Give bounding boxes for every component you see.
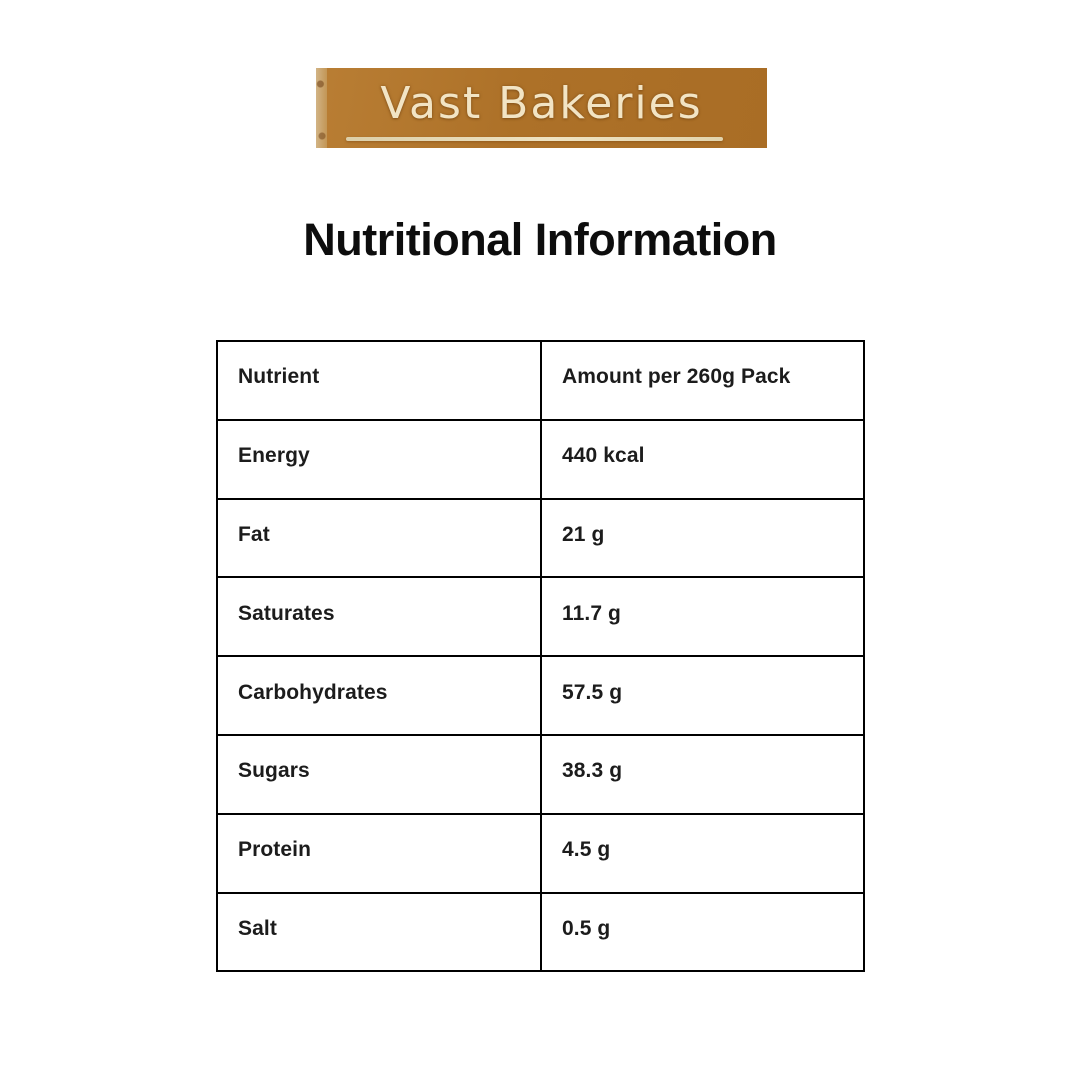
brand-logo: Vast Bakeries bbox=[316, 68, 767, 148]
amount-cell: 4.5 g bbox=[540, 812, 865, 894]
table-row: Energy 440 kcal bbox=[216, 418, 865, 500]
logo-underline bbox=[346, 137, 723, 141]
table-row: Saturates 11.7 g bbox=[216, 576, 865, 658]
amount-cell: 57.5 g bbox=[540, 655, 865, 736]
nutrient-cell: Energy bbox=[216, 418, 542, 500]
nutrient-cell: Sugars bbox=[216, 733, 542, 815]
amount-cell: 440 kcal bbox=[540, 418, 865, 500]
page-title: Nutritional Information bbox=[303, 214, 777, 265]
table-row: Sugars 38.3 g bbox=[216, 733, 865, 815]
table-row: Protein 4.5 g bbox=[216, 812, 865, 894]
amount-cell: 21 g bbox=[540, 497, 865, 579]
nutrient-cell: Protein bbox=[216, 812, 542, 894]
nutrient-cell: Salt bbox=[216, 891, 542, 973]
header-nutrient: Nutrient bbox=[216, 340, 542, 421]
amount-cell: 0.5 g bbox=[540, 891, 865, 973]
table-row: Carbohydrates 57.5 g bbox=[216, 655, 865, 736]
nutrient-cell: Saturates bbox=[216, 576, 542, 658]
nutrition-table: Nutrient Amount per 260g Pack Energy 440… bbox=[216, 340, 865, 973]
table-row: Salt 0.5 g bbox=[216, 891, 865, 973]
nutrient-cell: Fat bbox=[216, 497, 542, 579]
header-amount: Amount per 260g Pack bbox=[540, 340, 865, 421]
amount-cell: 38.3 g bbox=[540, 733, 865, 815]
table-row: Fat 21 g bbox=[216, 497, 865, 579]
nutrient-cell: Carbohydrates bbox=[216, 655, 542, 736]
table-header-row: Nutrient Amount per 260g Pack bbox=[216, 340, 865, 421]
brand-name: Vast Bakeries bbox=[380, 77, 703, 129]
amount-cell: 11.7 g bbox=[540, 576, 865, 658]
